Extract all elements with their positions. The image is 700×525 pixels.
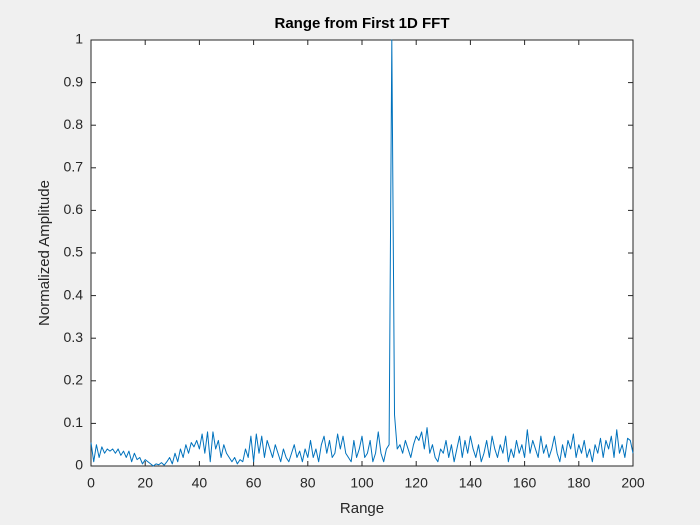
y-tick-label: 0.4: [64, 286, 84, 302]
y-tick-label: 0.7: [64, 159, 84, 175]
x-tick-label: 60: [246, 475, 262, 491]
plot-area: [90, 39, 634, 467]
y-tick-label: 0.1: [64, 414, 84, 430]
y-tick-label: 1: [75, 31, 83, 47]
x-tick-label: 80: [300, 475, 316, 491]
y-tick-label: 0.8: [64, 116, 84, 132]
x-tick-label: 120: [405, 475, 429, 491]
chart-title: Range from First 1D FFT: [274, 15, 449, 32]
y-tick-label: 0.5: [64, 244, 84, 260]
x-tick-label: 20: [137, 475, 153, 491]
x-tick-label: 160: [513, 475, 537, 491]
x-tick-label: 100: [350, 475, 374, 491]
y-tick-label: 0: [75, 457, 83, 473]
data-line: [90, 39, 634, 467]
y-tick-label: 0.9: [64, 73, 84, 89]
x-axis-label: Range: [340, 500, 384, 517]
y-tick-label: 0.2: [64, 372, 84, 388]
x-tick-label: 140: [459, 475, 483, 491]
x-tick-label: 200: [621, 475, 645, 491]
x-tick-label: 0: [87, 475, 95, 491]
y-tick-label: 0.6: [64, 201, 84, 217]
x-tick-label: 40: [192, 475, 208, 491]
x-tick-label: 180: [567, 475, 591, 491]
y-tick-label: 0.3: [64, 329, 84, 345]
y-axis-label: Normalized Amplitude: [36, 180, 53, 326]
